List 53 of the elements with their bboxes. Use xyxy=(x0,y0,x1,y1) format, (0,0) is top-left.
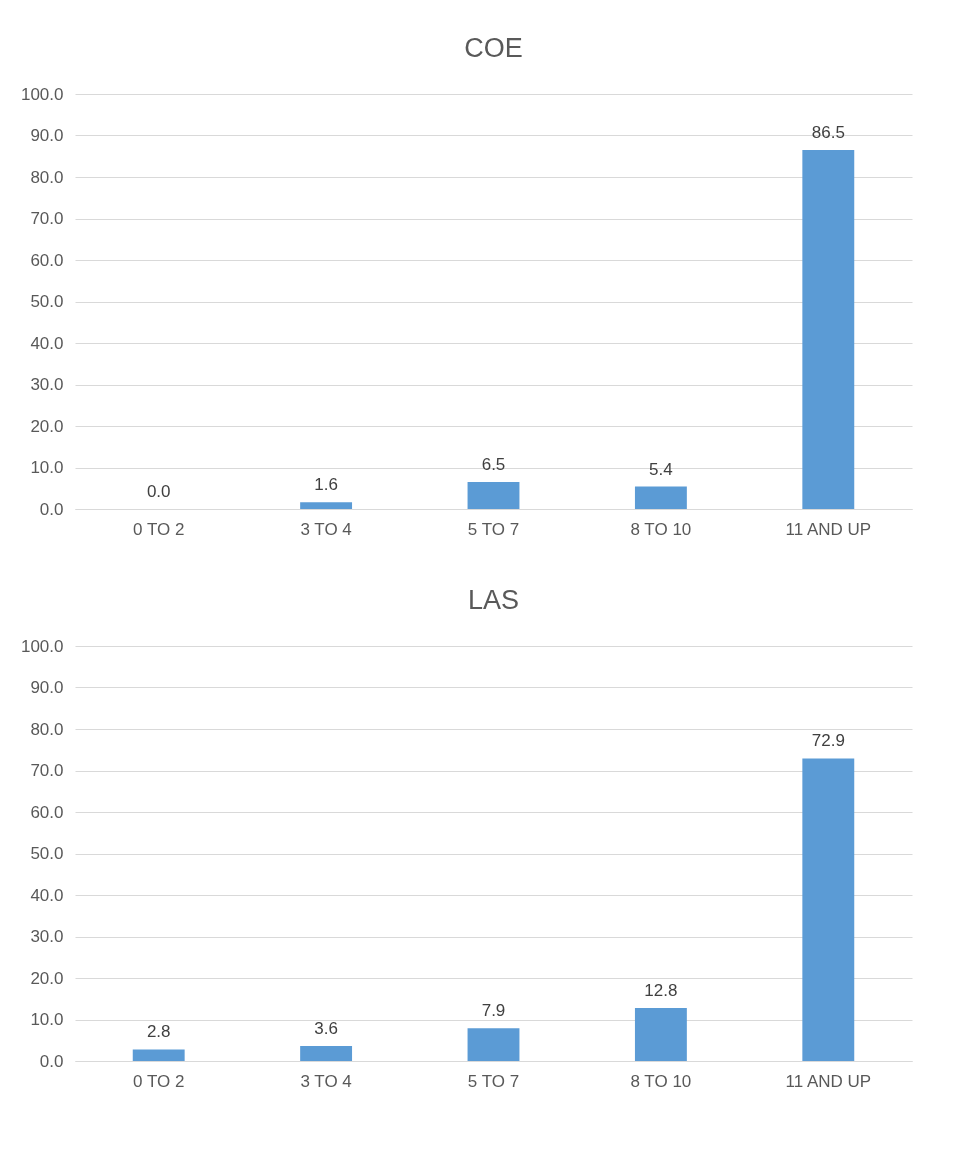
y-tick-label: 50.0 xyxy=(30,844,64,863)
y-tick-label: 10.0 xyxy=(30,458,64,477)
x-tick-label: 3 TO 4 xyxy=(300,1071,352,1091)
bar xyxy=(300,502,353,509)
data-label: 6.5 xyxy=(481,455,506,475)
y-tick-label: 50.0 xyxy=(30,292,64,311)
bar xyxy=(467,482,520,509)
data-label: 2.8 xyxy=(146,1022,171,1042)
y-tick-label: 20.0 xyxy=(30,416,64,436)
y-tick-label: 10.0 xyxy=(30,1010,64,1029)
y-tick-label: 100.0 xyxy=(20,636,64,656)
chart-title: LAS xyxy=(467,585,520,615)
y-tick-label: 30.0 xyxy=(30,375,64,394)
y-tick-label: 20.0 xyxy=(30,968,64,988)
bar xyxy=(634,486,687,509)
y-tick-label: 0.0 xyxy=(39,499,64,519)
x-tick-label: 5 TO 7 xyxy=(467,1071,520,1091)
data-label: 5.4 xyxy=(649,459,673,479)
y-tick-label: 40.0 xyxy=(30,333,64,353)
x-tick-label: 8 TO 10 xyxy=(630,519,692,539)
x-tick-label: 8 TO 10 xyxy=(630,1071,692,1091)
y-tick-label: 40.0 xyxy=(30,885,64,905)
x-tick-label: 5 TO 7 xyxy=(467,519,520,539)
data-label: 0.0 xyxy=(146,482,171,501)
y-tick-label: 80.0 xyxy=(30,167,64,187)
y-tick-label: 70.0 xyxy=(30,209,64,228)
bar xyxy=(132,1049,185,1061)
y-tick-label: 90.0 xyxy=(30,126,64,145)
x-tick-label: 11 AND UP xyxy=(785,1071,872,1091)
data-label: 86.5 xyxy=(811,123,845,143)
y-tick-label: 60.0 xyxy=(30,802,64,822)
data-label: 72.9 xyxy=(811,731,845,751)
y-tick-label: 70.0 xyxy=(30,761,64,780)
bar xyxy=(300,1046,353,1061)
bar xyxy=(802,150,855,509)
data-label: 3.6 xyxy=(314,1019,338,1039)
x-tick-label: 11 AND UP xyxy=(785,519,872,539)
y-tick-label: 60.0 xyxy=(30,250,64,270)
data-label: 7.9 xyxy=(481,1001,506,1021)
bar xyxy=(634,1007,687,1061)
x-tick-label: 0 TO 2 xyxy=(133,1071,185,1091)
y-tick-label: 100.0 xyxy=(20,84,64,104)
data-label: 12.8 xyxy=(644,980,678,1000)
x-tick-label: 3 TO 4 xyxy=(300,519,352,539)
bar xyxy=(802,758,855,1061)
bar xyxy=(467,1028,520,1061)
chart-title: COE xyxy=(464,33,523,63)
y-tick-label: 80.0 xyxy=(30,719,64,739)
x-tick-label: 0 TO 2 xyxy=(133,519,185,539)
data-label: 1.6 xyxy=(314,475,338,495)
y-tick-label: 0.0 xyxy=(39,1051,64,1071)
y-tick-label: 30.0 xyxy=(30,927,64,946)
y-tick-label: 90.0 xyxy=(30,678,64,697)
